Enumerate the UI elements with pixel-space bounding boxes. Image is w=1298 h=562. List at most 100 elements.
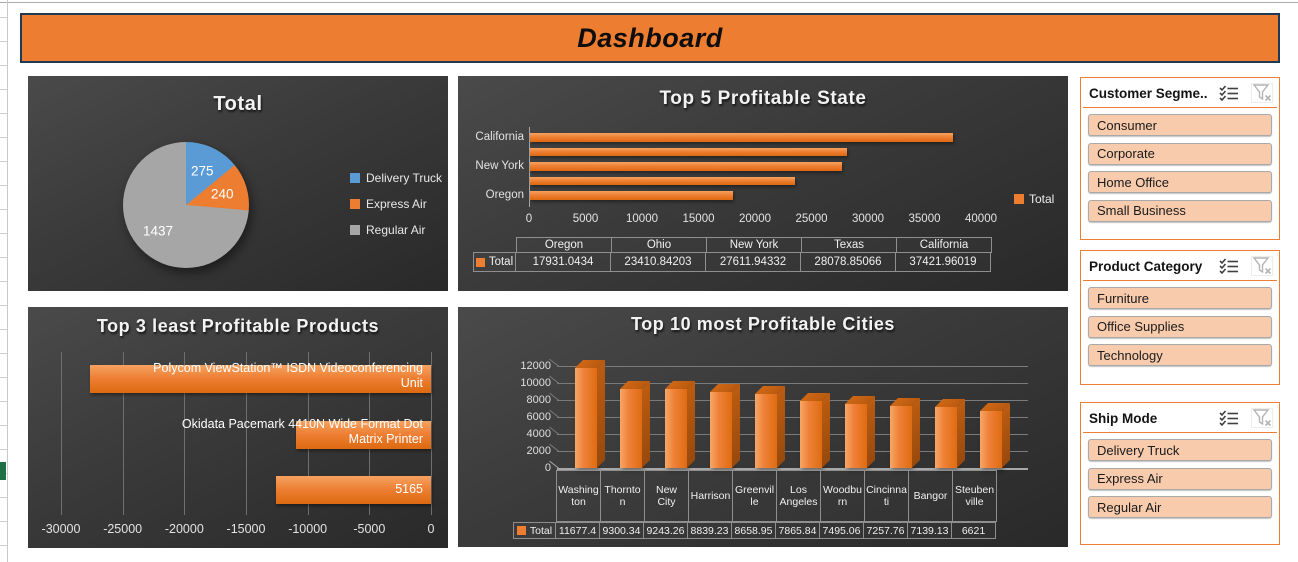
top5-category-label: California [475, 131, 524, 143]
top3-bar-label: 5165 [395, 482, 423, 496]
slicer-item-small-business[interactable]: Small Business [1088, 199, 1272, 222]
top5-state-chart-panel: Top 5 Profitable State Total California N… [458, 76, 1068, 291]
legend-swatch [475, 257, 485, 267]
slicer-title: Ship Mode [1089, 410, 1158, 426]
slicer-title: Customer Segme... [1089, 85, 1207, 101]
slicer-item-delivery-truck[interactable]: Delivery Truck [1088, 439, 1272, 461]
cities-column [845, 395, 875, 468]
top5-table-header-cell: Texas [801, 237, 897, 253]
cities-column-side [732, 384, 740, 468]
top5-axis-tick-label: 20000 [739, 213, 771, 225]
top5-table-value-cell: 28078.85066 [800, 252, 896, 272]
sheet-left-gutter [0, 0, 8, 562]
clear-filter-icon[interactable] [1251, 256, 1273, 276]
top10-table-value-cell: 8658.95 [731, 522, 776, 539]
top5-legend-label: Total [1029, 192, 1055, 206]
top10-table-value-row: Total 11677.4 9300.34 9243.26 8839.23 8658.95… [513, 522, 996, 539]
cities-column-side [957, 399, 965, 468]
pie-legend-label: Express Air [366, 197, 427, 211]
cities-column-side [777, 386, 785, 468]
top10-table-value-cell: 7865.84 [775, 522, 820, 539]
clear-filter-icon[interactable] [1251, 408, 1273, 428]
top10-table-value-cell: 7495.06 [819, 522, 864, 539]
cities-column-front [890, 406, 912, 468]
slicer-customer-segment: Customer Segme... Consumer Corporate Home … [1080, 77, 1280, 240]
top3-axis-tick-label: -5000 [353, 522, 386, 536]
top5-table-header-row: Oregon Ohio New York Texas California [516, 237, 992, 253]
top10-table-value-cell: 11677.4 [555, 522, 600, 539]
cities-column-front [935, 407, 957, 468]
top10-table-series-cell: Total [513, 522, 556, 539]
cities-axis-tick-label: 4000 [526, 427, 551, 440]
slicer-product-category: Product Category Furniture Office Supplie… [1080, 250, 1280, 385]
top3-products-chart-panel: Top 3 least Profitable Products Polycom … [28, 307, 448, 548]
cities-axis-tick-label: 2000 [526, 444, 551, 457]
slicer-item-furniture[interactable]: Furniture [1088, 287, 1272, 309]
legend-swatch [350, 199, 360, 209]
top10-table-header-cell: Steubenville [952, 470, 997, 522]
top5-table-series-cell: Total [473, 252, 516, 272]
top5-legend: Total [1014, 192, 1054, 206]
top10-table-header-cell: Greenville [732, 470, 777, 522]
top10-table-header-cell: Harrison [688, 470, 733, 522]
legend-swatch [516, 526, 526, 535]
top10-table-header-cell: Bangor [908, 470, 953, 522]
dashboard-title-banner: Dashboard [20, 13, 1280, 63]
top10-table-header-cell: Woodburn [820, 470, 865, 522]
top3-axis-tick-label: -20000 [164, 522, 204, 536]
slicer-item-express-air[interactable]: Express Air [1088, 467, 1272, 490]
cities-column-side [597, 360, 605, 468]
cities-column [935, 399, 965, 468]
slicer-item-technology[interactable]: Technology [1088, 344, 1272, 366]
clear-filter-icon[interactable] [1251, 83, 1273, 103]
top10-chart-title: Top 10 most Profitable Cities [630, 314, 896, 334]
top3-bar [89, 365, 431, 393]
cities-column [800, 392, 830, 468]
cities-column-side [1002, 403, 1010, 468]
top5-axis-tick-label: 35000 [908, 213, 941, 225]
top5-bar [530, 133, 953, 142]
slicer-item-regular-air[interactable]: Regular Air [1088, 496, 1272, 518]
cities-column [575, 360, 605, 468]
top3-axis-tick-label: -10000 [288, 522, 328, 536]
cities-baseline [557, 468, 1028, 470]
slicer-item-consumer[interactable]: Consumer [1088, 114, 1272, 136]
slicer-ship-mode: Ship Mode Delivery Truck Express Air Regul… [1080, 402, 1280, 545]
cities-column-side [867, 395, 875, 468]
top10-table-header-cell: Cincinnati [864, 470, 909, 522]
pie-legend-label: Delivery Truck [366, 171, 443, 185]
cities-column [980, 403, 1010, 468]
pie-chart-title: Total [213, 93, 263, 115]
top3-bar [275, 476, 431, 504]
slicer-item-home-office[interactable]: Home Office [1088, 171, 1272, 193]
top3-axis-tick-label: -25000 [103, 522, 143, 536]
multi-select-icon[interactable] [1218, 83, 1240, 103]
legend-swatch [350, 173, 360, 183]
cities-axis-tick-label: 6000 [526, 410, 551, 423]
slicer-item-list: Delivery Truck Express Air Regular Air [1081, 433, 1279, 524]
slicer-header: Product Category [1081, 251, 1279, 278]
top5-bar [530, 162, 842, 171]
cities-column [710, 384, 740, 468]
multi-select-icon[interactable] [1218, 408, 1240, 428]
multi-select-icon[interactable] [1218, 256, 1240, 276]
top10-table-value-cell: 7139.13 [907, 522, 952, 539]
slicer-divider [1083, 280, 1277, 281]
cities-column-front [575, 368, 597, 468]
top10-table-header-cell: New City [644, 470, 689, 522]
cities-column-front [755, 394, 777, 468]
cities-column-side [687, 381, 695, 468]
cities-column [620, 380, 650, 468]
cities-axis-tick-label: 10000 [520, 376, 551, 389]
cities-column-front [620, 388, 642, 468]
window-top-divider [0, 2, 1298, 3]
pie-chart: 275 240 1437 [123, 142, 249, 268]
top3-gridline [61, 352, 62, 515]
top5-axis-tick-label: 0 [525, 213, 533, 225]
top10-table-value-cell: 8839.23 [687, 522, 732, 539]
pie-legend-item: Delivery Truck [350, 171, 442, 185]
slicer-item-office-supplies[interactable]: Office Supplies [1088, 315, 1272, 338]
cities-column-side [912, 398, 920, 468]
slicer-item-corporate[interactable]: Corporate [1088, 142, 1272, 165]
top3-gridline [246, 352, 247, 515]
